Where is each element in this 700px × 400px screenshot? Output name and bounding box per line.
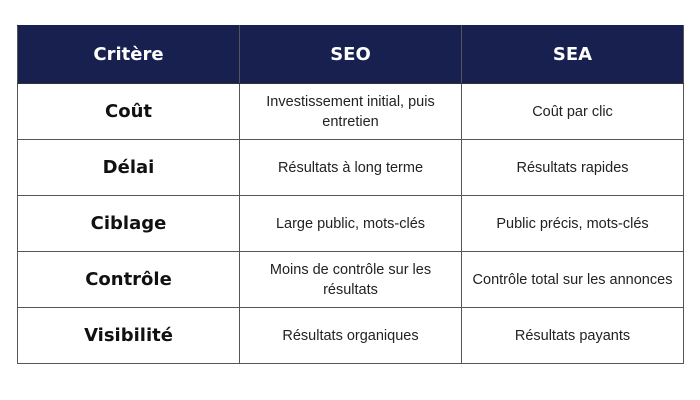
seo-cell: Moins de contrôle sur les résultats (239, 251, 462, 308)
seo-cell: Investissement initial, puis entretien (239, 83, 462, 140)
table-row: Contrôle Moins de contrôle sur les résult… (17, 251, 684, 308)
criterion-cell: Coût (17, 83, 240, 140)
table-row: Coût Investissement initial, puis entreti… (17, 83, 684, 140)
sea-cell: Contrôle total sur les annonces (461, 251, 684, 308)
sea-cell: Public précis, mots-clés (461, 195, 684, 252)
criterion-cell: Ciblage (17, 195, 240, 252)
criterion-cell: Contrôle (17, 251, 240, 308)
criterion-cell: Visibilité (17, 307, 240, 364)
table-row: Délai Résultats à long terme Résultats rap… (17, 139, 684, 196)
sea-cell: Résultats rapides (461, 139, 684, 196)
header-sea: SEA (461, 25, 684, 84)
comparison-table: Critère SEO SEA Coût Investissement initi… (17, 25, 684, 364)
sea-cell: Résultats payants (461, 307, 684, 364)
header-criterion: Critère (17, 25, 240, 84)
sea-cell: Coût par clic (461, 83, 684, 140)
header-row: Critère SEO SEA (17, 25, 684, 84)
seo-cell: Résultats à long terme (239, 139, 462, 196)
header-seo: SEO (239, 25, 462, 84)
seo-cell: Large public, mots-clés (239, 195, 462, 252)
table-row: Ciblage Large public, mots-clés Public pré… (17, 195, 684, 252)
seo-cell: Résultats organiques (239, 307, 462, 364)
table-row: Visibilité Résultats organiques Résultats … (17, 307, 684, 364)
criterion-cell: Délai (17, 139, 240, 196)
